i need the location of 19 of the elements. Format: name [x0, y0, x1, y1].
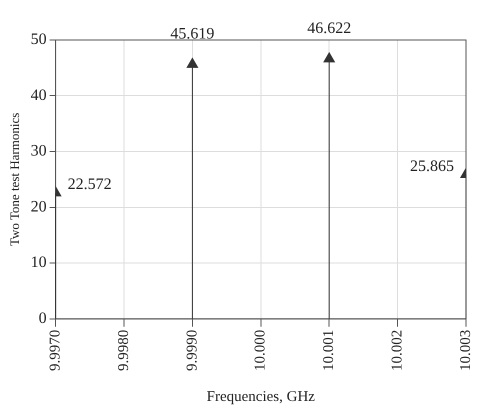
- y-tick-label: 20: [30, 198, 47, 216]
- x-tick-label: 9.9970: [48, 330, 64, 371]
- y-tick-label: 0: [38, 310, 47, 327]
- x-tick-label: 9.9990: [184, 330, 200, 371]
- data-label: 22.572: [68, 176, 112, 194]
- x-tick-label: 10.002: [390, 330, 406, 371]
- x-axis-title: Frequencies, GHz: [206, 388, 316, 405]
- x-tick-label: 10.001: [321, 330, 338, 371]
- data-label: 45.619: [170, 26, 214, 43]
- y-tick-label: 10: [30, 254, 47, 272]
- x-tick-label: 10.000: [252, 330, 269, 371]
- y-tick-label: 30: [30, 142, 47, 160]
- data-label: 25.865: [410, 158, 454, 175]
- x-tick-label: 9.9980: [116, 330, 132, 371]
- y-axis-title: Two Tone test Harmonics: [7, 112, 22, 246]
- data-label: 46.622: [307, 20, 352, 38]
- y-tick-label: 50: [30, 31, 47, 48]
- x-tick-label: 10.003: [458, 330, 474, 371]
- y-tick-label: 40: [30, 86, 47, 104]
